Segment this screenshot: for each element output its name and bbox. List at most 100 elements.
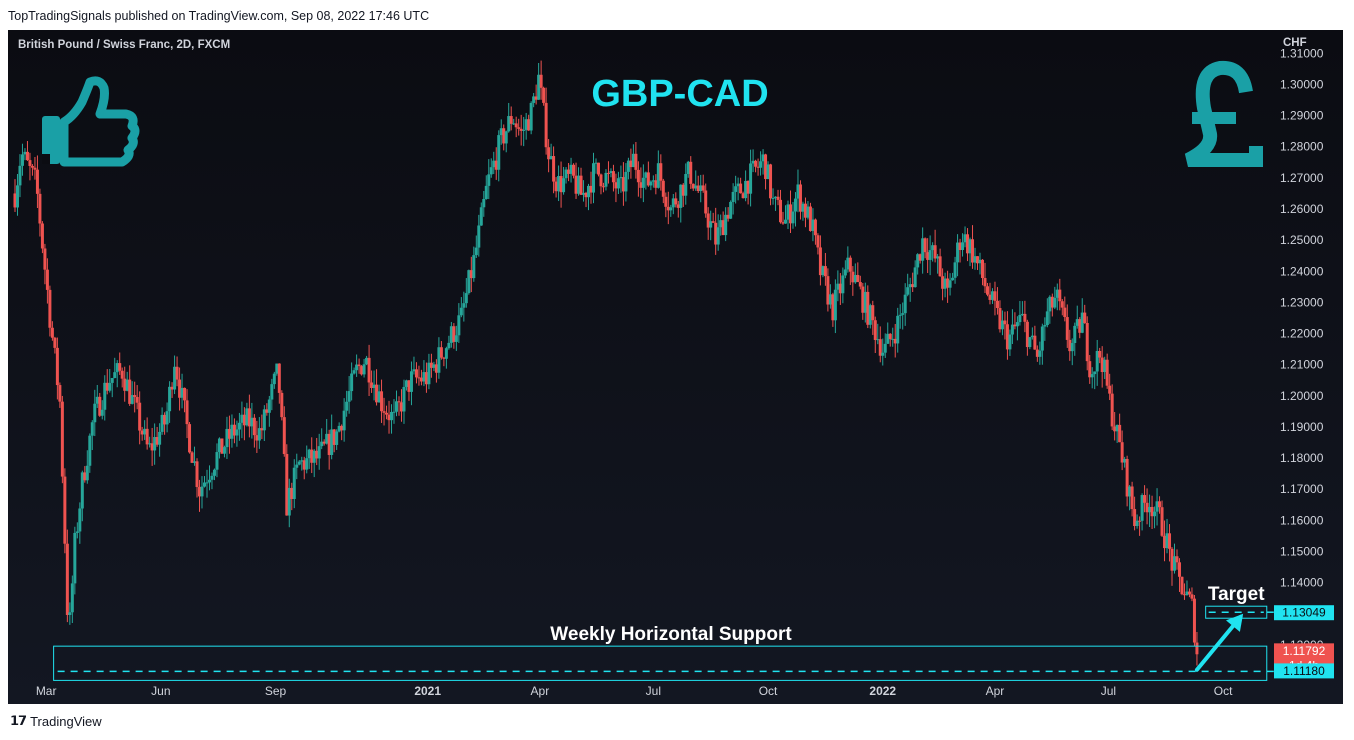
candle-body [983, 278, 987, 287]
candle-body [28, 160, 32, 166]
candle-body [509, 116, 513, 124]
candle-body [736, 183, 740, 187]
candle-body [901, 313, 905, 315]
candle-body [499, 128, 503, 136]
candle-body [916, 254, 920, 268]
candle-body [1040, 326, 1044, 351]
candle-body [287, 487, 291, 516]
candle-body [843, 269, 847, 276]
candle-body [83, 472, 87, 481]
candle-body [205, 482, 209, 484]
candle-body [636, 169, 640, 183]
candle-body [726, 214, 730, 219]
price-tag-value: 1.11180 [1283, 664, 1325, 678]
candle-body [1170, 548, 1174, 571]
candle-body [163, 414, 167, 425]
candle-body [544, 102, 548, 148]
candle-body [395, 401, 399, 412]
candle-body [659, 163, 663, 181]
candle-body [606, 172, 610, 174]
candle-body [282, 417, 286, 454]
candle-body [1065, 317, 1069, 340]
candle-body [604, 172, 608, 187]
candle-body [1108, 385, 1112, 394]
candle-body [277, 363, 281, 393]
candle-body [1025, 321, 1029, 348]
candle-body [1125, 458, 1129, 497]
candle-body [781, 222, 785, 224]
candle-body [761, 154, 765, 162]
candle-body [791, 211, 795, 224]
candle-body [779, 199, 783, 223]
candle-body [285, 453, 289, 516]
chart-headline: GBP-CAD [591, 73, 768, 115]
candle-body [85, 465, 89, 481]
candle-body [851, 271, 855, 283]
price-tag [1274, 605, 1334, 621]
thumbs-up-icon [42, 76, 140, 167]
candle-body [876, 339, 880, 341]
candle-body [1088, 361, 1092, 378]
candle-body [971, 239, 975, 263]
candle-body [741, 193, 745, 199]
candle-body [1090, 374, 1094, 378]
candle-body [98, 396, 102, 416]
candle-body [786, 204, 790, 220]
candle-body [669, 207, 673, 211]
candle-body [1190, 594, 1194, 599]
candle-body [357, 364, 361, 367]
candle-body [931, 245, 935, 251]
y-tick-label: 1.14000 [1280, 576, 1324, 590]
candle-body [252, 417, 256, 436]
candle-body [774, 196, 778, 198]
candle-body [494, 160, 498, 170]
y-tick-label: 1.15000 [1280, 544, 1324, 558]
candle-body [813, 219, 817, 236]
candle-body [477, 225, 481, 248]
candle-body [1043, 325, 1047, 327]
candle-body [382, 411, 386, 413]
candle-body [220, 438, 224, 454]
candle-body [412, 369, 416, 372]
candle-body [108, 382, 112, 391]
chart-panel[interactable]: Weekly Horizontal Support Target 1.31000 1… [8, 30, 1343, 704]
candle-body [801, 203, 805, 212]
candle-body [601, 186, 605, 188]
candle-body [644, 172, 648, 178]
candle-body [230, 424, 234, 439]
candle-body [454, 335, 458, 342]
candle-body [808, 206, 812, 231]
candle-body [275, 363, 279, 374]
candle-body [247, 408, 251, 427]
candle-body [352, 370, 356, 374]
candle-body [250, 417, 254, 427]
candle-body [1168, 533, 1172, 549]
tradingview-footer[interactable]: 𝟭𝟳 TradingView [10, 713, 102, 729]
candle-body [898, 314, 902, 316]
candle-body [345, 401, 349, 411]
candle-body [1163, 535, 1167, 549]
candle-body [1115, 424, 1119, 432]
candle-body [803, 203, 807, 218]
x-tick-label: Mar [36, 684, 57, 698]
candle-body [529, 102, 533, 131]
candle-body [873, 320, 877, 340]
candle-body [689, 161, 693, 184]
candle-body [946, 278, 950, 288]
candle-body [90, 422, 94, 436]
candle-body [404, 380, 408, 387]
candle-body [422, 372, 426, 382]
candle-body [836, 283, 840, 290]
candle-body [1145, 502, 1149, 513]
candle-body [65, 543, 69, 615]
price-tag-value: 1.13049 [1282, 606, 1326, 620]
candle-body [1177, 562, 1181, 577]
candle-body [559, 176, 563, 193]
candle-body [479, 207, 483, 226]
candle-body [631, 153, 635, 168]
candle-body [342, 410, 346, 431]
candle-body [734, 186, 738, 192]
candle-body [973, 256, 977, 263]
candle-body [793, 198, 797, 212]
